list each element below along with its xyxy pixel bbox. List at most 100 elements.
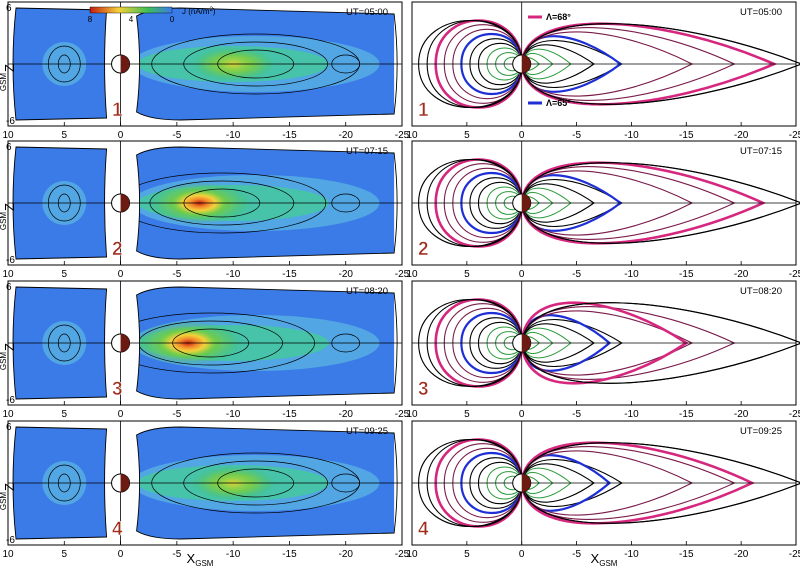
- x-tick-label: -10: [226, 269, 241, 280]
- x-tick-label: -15: [282, 269, 297, 280]
- x-tick-label: -25: [789, 549, 800, 560]
- x-tick-label: -25: [789, 269, 800, 280]
- x-tick-label: 10: [406, 130, 418, 141]
- x-tick-label: 5: [464, 269, 470, 280]
- nightside-boundary: [136, 146, 398, 260]
- y-axis-label: Z: [2, 203, 17, 211]
- earth-night-side: [521, 474, 531, 492]
- colorbar-tick: 8: [88, 15, 93, 24]
- y-tick-label: -6: [6, 116, 15, 127]
- field-line-panel: [411, 1, 800, 127]
- earth-night-side: [120, 334, 130, 352]
- x-tick-label: 5: [464, 409, 470, 420]
- x-tick-label: -10: [226, 549, 241, 560]
- current-panel: [7, 1, 403, 127]
- ut-label: UT=05:00: [346, 7, 388, 18]
- x-tick-label: 0: [118, 549, 124, 560]
- x-tick-label: 10: [2, 549, 14, 560]
- y-axis-label-sub: GSM: [0, 212, 8, 231]
- x-tick-label: -20: [338, 130, 353, 141]
- y-axis-label: Z: [2, 343, 17, 351]
- earth-night-side: [120, 194, 130, 212]
- colorbar-label-sup: 2: [210, 7, 214, 13]
- x-tick-label: 5: [62, 269, 68, 280]
- y-tick-label: 6: [6, 142, 12, 153]
- x-tick-label: -15: [282, 549, 297, 560]
- x-tick-label: 5: [62, 549, 68, 560]
- x-tick-label: -25: [789, 130, 800, 141]
- dayside-boundary: [12, 286, 108, 400]
- legend-label: Λ=65°: [546, 98, 571, 108]
- panel-number: 3: [112, 379, 123, 400]
- dayside-boundary: [12, 426, 108, 540]
- x-tick-label: -20: [734, 409, 749, 420]
- y-tick-label: -6: [6, 535, 15, 546]
- x-tick-label: 0: [118, 409, 124, 420]
- x-tick-label: -10: [226, 130, 241, 141]
- x-tick-label: 5: [62, 409, 68, 420]
- x-tick-label: -5: [572, 409, 581, 420]
- current-panel: [7, 420, 403, 546]
- x-tick-label: 0: [519, 130, 525, 141]
- x-tick-label: -20: [338, 549, 353, 560]
- field-line-nightside: [521, 442, 800, 524]
- earth-night-side: [521, 194, 531, 212]
- x-tick-label: 0: [118, 130, 124, 141]
- x-tick-label: 10: [2, 269, 14, 280]
- x-tick-label: -20: [338, 409, 353, 420]
- y-axis-label-sub: GSM: [0, 492, 8, 511]
- ut-label: UT=05:00: [740, 7, 782, 18]
- x-tick-label: -5: [172, 409, 181, 420]
- x-tick-label: -15: [679, 269, 694, 280]
- x-tick-label: -5: [572, 130, 581, 141]
- field-line-nightside: [521, 23, 800, 105]
- panel-number: 2: [418, 239, 429, 260]
- nightside-boundary: [136, 426, 398, 540]
- x-tick-label: -15: [679, 130, 694, 141]
- x-tick-label: 5: [464, 130, 470, 141]
- x-tick-label: 0: [519, 409, 525, 420]
- ut-label: UT=09:25: [346, 426, 388, 437]
- x-tick-label: -10: [624, 269, 639, 280]
- dayside-boundary: [12, 146, 108, 260]
- earth-night-side: [521, 334, 531, 352]
- field-line-nightside: [521, 302, 800, 384]
- y-axis-label: Z: [2, 483, 17, 491]
- x-tick-label: -20: [734, 130, 749, 141]
- x-tick-label: -5: [572, 269, 581, 280]
- x-tick-label: -15: [679, 549, 694, 560]
- colorbar-tick: 0: [170, 15, 175, 24]
- x-tick-label: 10: [406, 409, 418, 420]
- x-axis-label: XGSM: [591, 551, 618, 568]
- x-tick-label: 5: [464, 549, 470, 560]
- panel-number: 2: [112, 239, 123, 260]
- x-tick-label: 0: [118, 269, 124, 280]
- y-axis-label-sub: GSM: [0, 352, 8, 371]
- x-tick-label: 10: [2, 409, 14, 420]
- x-axis-label: XGSM: [187, 551, 214, 568]
- y-axis-label-sub: GSM: [0, 73, 8, 92]
- x-tick-label: 5: [62, 130, 68, 141]
- colorbar-label: J (nA/m2): [182, 7, 216, 16]
- x-tick-label: -10: [624, 409, 639, 420]
- x-tick-label: -25: [395, 549, 410, 560]
- ut-label: UT=09:25: [740, 426, 782, 437]
- x-tick-label: 10: [406, 269, 418, 280]
- panel-number: 1: [418, 100, 429, 121]
- colorbar: [89, 6, 173, 14]
- x-axis-label-sub: GSM: [195, 559, 214, 568]
- field-line-nightside: [521, 162, 800, 244]
- x-tick-label: -5: [172, 269, 181, 280]
- ut-label: UT=08:20: [346, 286, 388, 297]
- x-tick-label: -5: [172, 130, 181, 141]
- x-tick-label: -20: [338, 269, 353, 280]
- y-tick-label: 6: [6, 3, 12, 14]
- panel-number: 1: [112, 100, 123, 121]
- y-tick-label: 6: [6, 422, 12, 433]
- x-tick-label: -25: [395, 269, 410, 280]
- ut-label: UT=07:15: [740, 146, 782, 157]
- x-tick-label: -15: [679, 409, 694, 420]
- y-tick-label: -6: [6, 255, 15, 266]
- x-tick-label: -10: [624, 549, 639, 560]
